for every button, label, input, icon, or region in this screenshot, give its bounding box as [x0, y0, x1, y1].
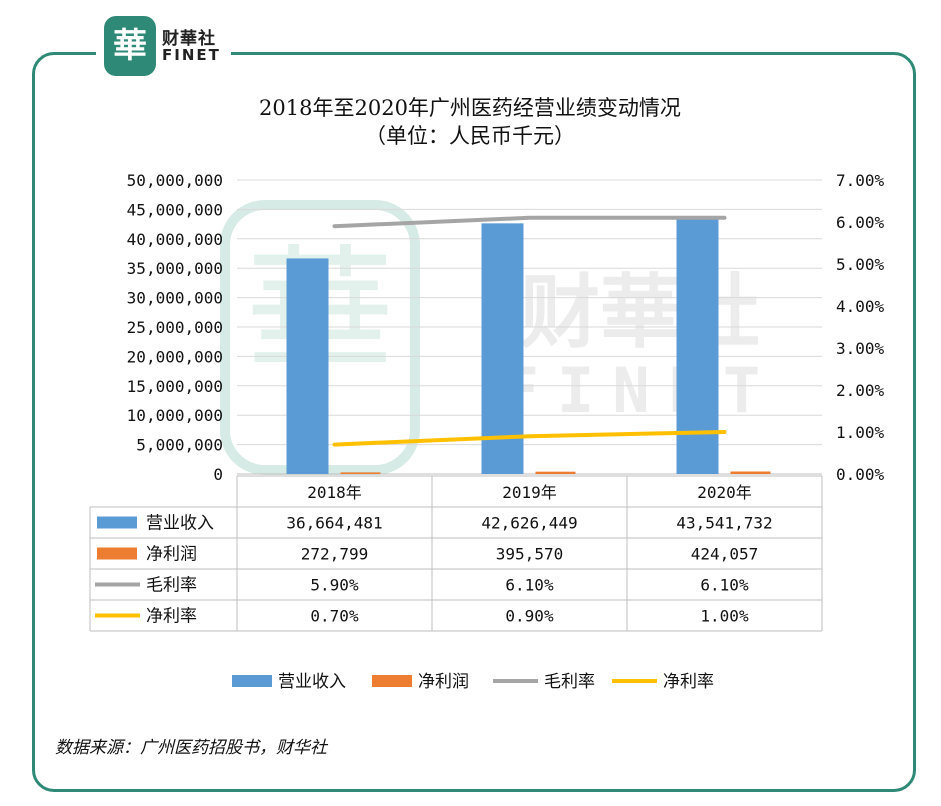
logo-name-cn: 财華社: [162, 29, 216, 49]
chart-subtitle: （单位：人民币千元）: [365, 124, 575, 148]
logo-name-en: FINET: [162, 46, 221, 64]
finet-logo: 華 财華社 FINET: [96, 12, 231, 80]
logo-seal: 華: [104, 16, 156, 76]
chart-frame: [32, 52, 916, 792]
chart-title: 2018年至2020年广州医药经营业绩变动情况: [259, 96, 681, 120]
data-source: 数据来源：广州医药招股书，财华社: [55, 738, 327, 758]
